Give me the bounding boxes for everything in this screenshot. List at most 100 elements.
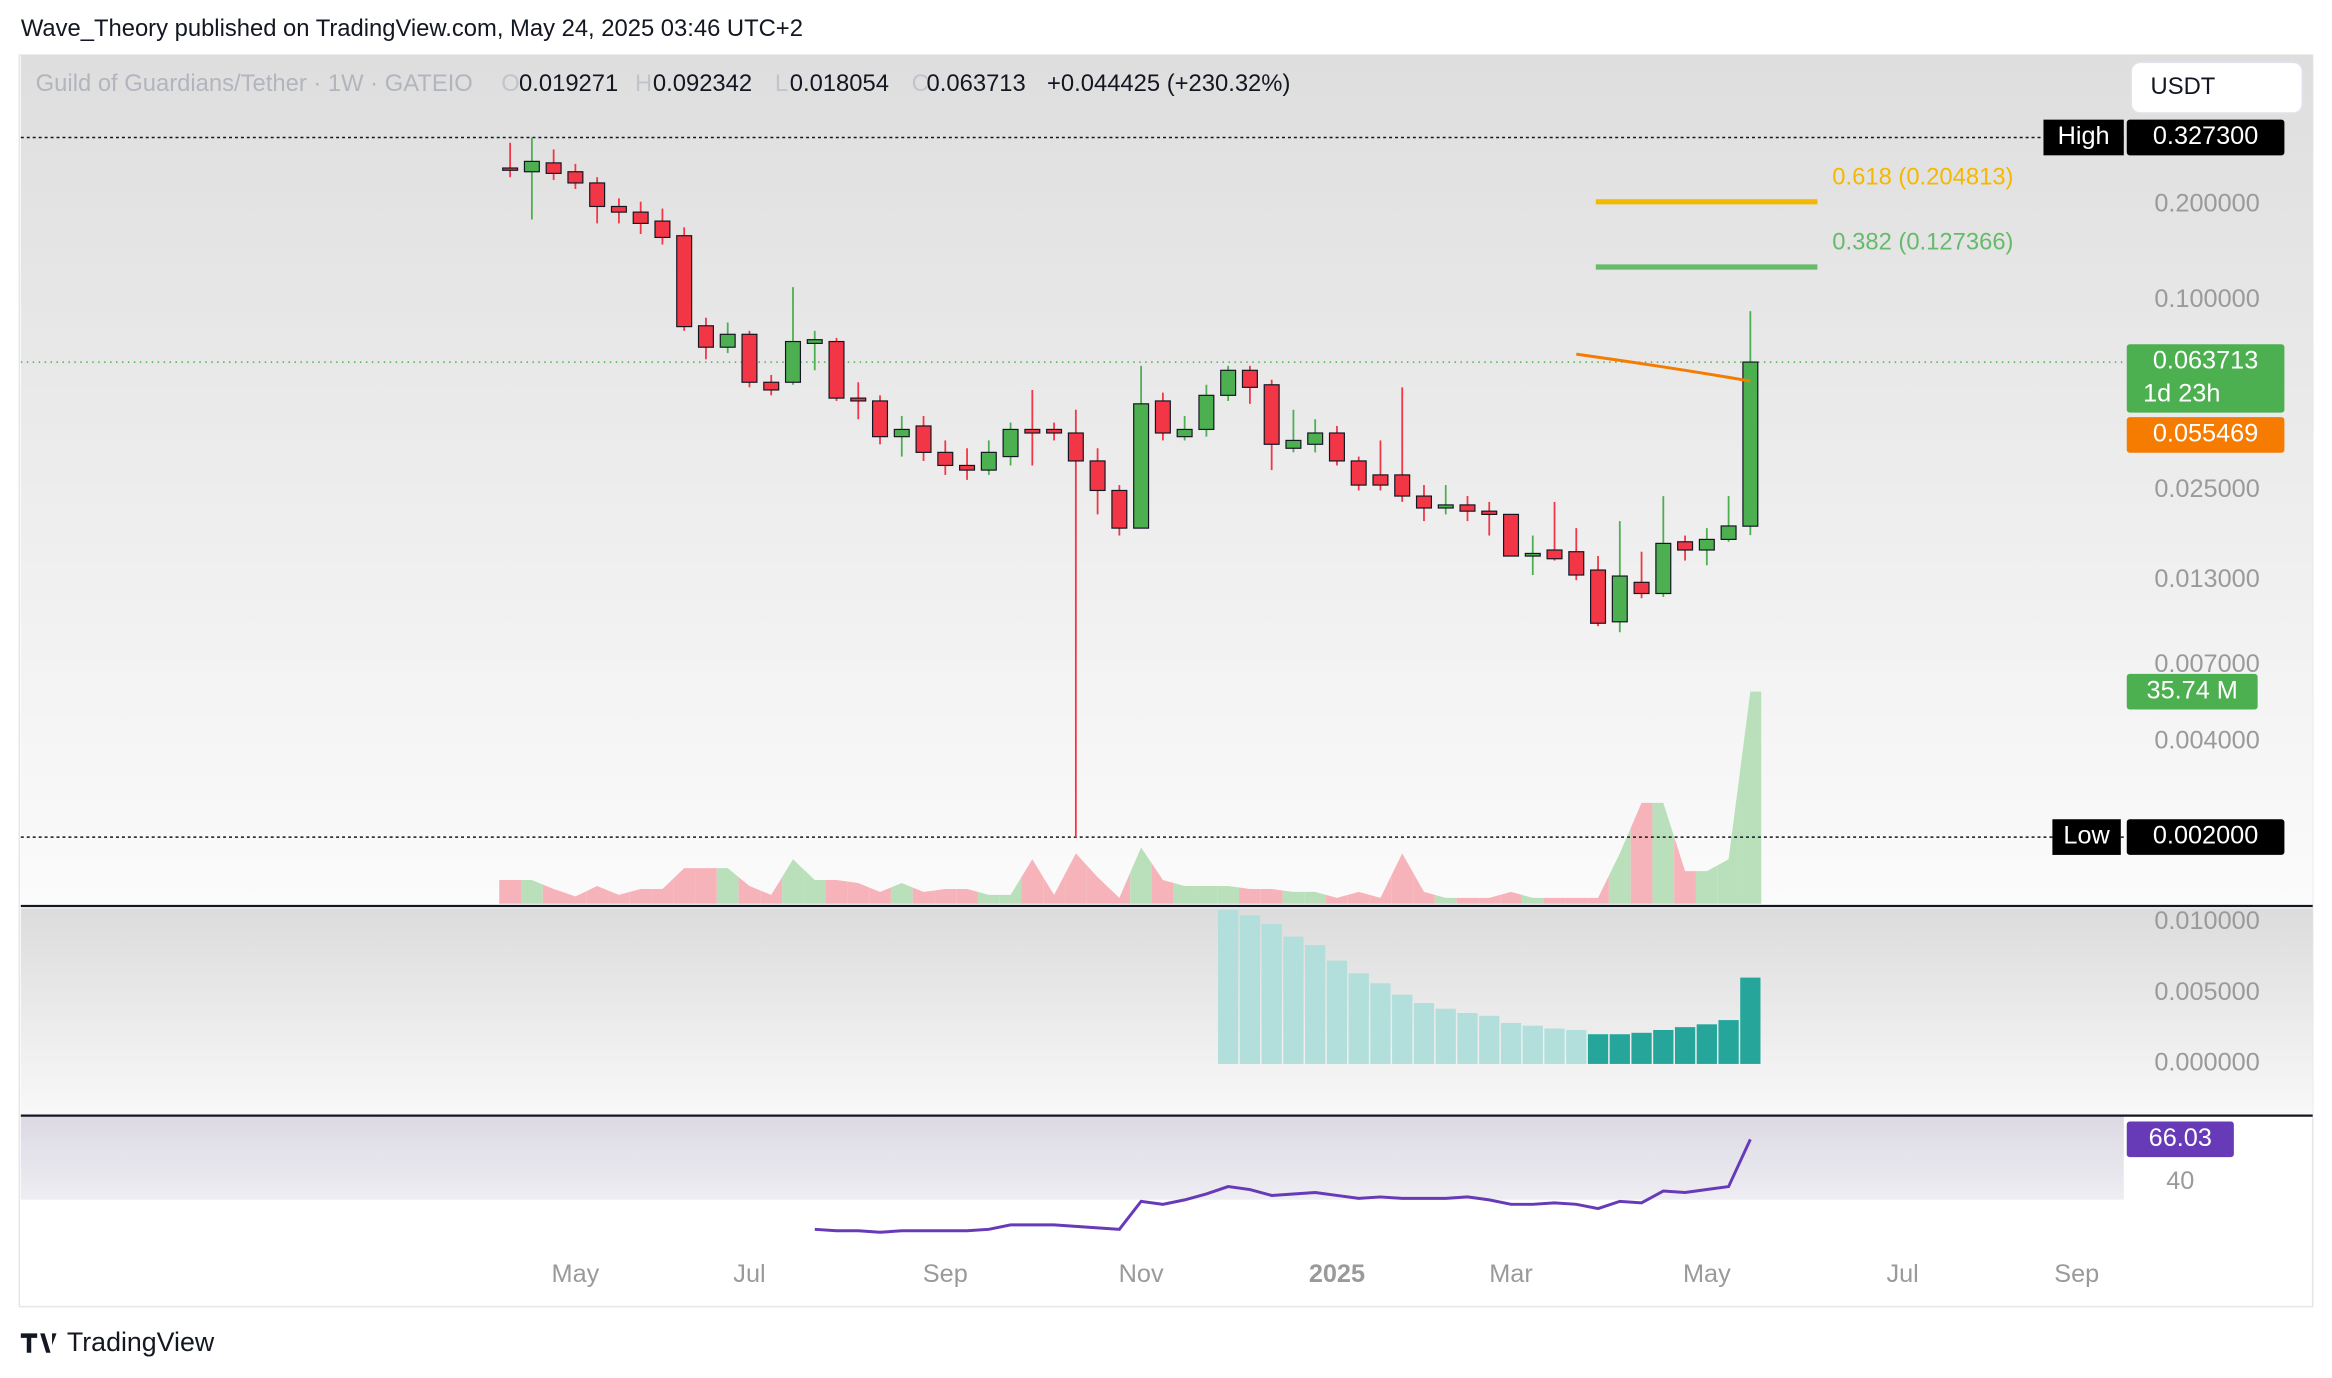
candle-body	[850, 397, 867, 402]
ma-line	[1576, 352, 1751, 383]
candle-body	[1154, 400, 1171, 434]
candle-body	[654, 220, 671, 239]
volume-badge-bg	[2126, 673, 2258, 710]
candle-body	[937, 451, 954, 467]
histogram-bar	[1413, 1003, 1435, 1064]
ohlc-letter: H	[635, 70, 652, 97]
y-tick-label: 0.200000	[2154, 190, 2259, 218]
histogram-bar	[1740, 977, 1761, 1064]
candle-body	[1655, 542, 1672, 595]
volume-area	[1130, 847, 1152, 904]
x-tick-label: Jul	[733, 1260, 765, 1288]
volume-area	[1652, 802, 1675, 904]
histogram-bar	[1305, 945, 1326, 1064]
ma-value-bg	[2126, 417, 2285, 453]
rsi-band	[20, 1116, 2124, 1200]
candle-body	[1176, 428, 1193, 438]
rsi-line	[814, 1138, 1752, 1234]
y-tick-label: 0.100000	[2154, 285, 2259, 313]
volume-area	[1565, 897, 1588, 904]
y-tick-label: 0.005000	[2154, 978, 2259, 1006]
volume-area	[608, 890, 630, 904]
volume-area	[1260, 888, 1283, 904]
volume-area	[586, 885, 609, 904]
candle-body	[1111, 489, 1128, 529]
volume-area	[825, 880, 848, 904]
indicator-pane	[20, 908, 2313, 1115]
candle-body	[1198, 394, 1215, 431]
volume-area	[738, 877, 761, 904]
y-tick-label: 0.010000	[2154, 907, 2259, 935]
change-text: +0.044425 (+230.32%)	[1047, 70, 1290, 97]
y-tick-label: 0.013000	[2154, 565, 2259, 593]
candle-body	[1220, 369, 1237, 396]
candle-body	[806, 339, 823, 344]
fib-label: 0.618 (0.204813)	[1832, 163, 2013, 190]
volume-area	[542, 884, 565, 904]
high-value: 0.327300	[2153, 122, 2258, 150]
y-tick-label: 0.025000	[2154, 475, 2259, 503]
candle-body	[697, 325, 714, 348]
volume-area	[1064, 853, 1087, 904]
fib-label: 0.382 (0.127366)	[1832, 229, 2013, 256]
histogram-bar	[1653, 1029, 1674, 1064]
volume-area	[869, 887, 891, 904]
volume-area	[521, 880, 543, 904]
candle-body	[610, 205, 627, 213]
histogram-bar	[1522, 1025, 1543, 1064]
candle-body	[1133, 403, 1150, 529]
x-tick-label: Mar	[1489, 1260, 1533, 1288]
volume-area	[1695, 865, 1718, 904]
volume-area	[1456, 897, 1479, 904]
candle-body	[1742, 361, 1759, 527]
histogram-bar	[1392, 994, 1413, 1064]
candle-body	[1241, 369, 1258, 388]
candle-body	[1024, 428, 1041, 434]
histogram-bar	[1370, 983, 1391, 1064]
x-tick-label: 2025	[1309, 1260, 1365, 1288]
volume-area	[1304, 891, 1327, 904]
volume-area	[1717, 775, 1740, 904]
ohlc-value: 0.018054	[790, 70, 889, 97]
currency-button[interactable]	[2130, 61, 2303, 114]
candle-body	[1677, 541, 1694, 551]
volume-area	[629, 888, 652, 904]
candle-body	[1067, 432, 1084, 462]
low-tag-bg	[2052, 819, 2121, 855]
volume-area	[1587, 875, 1609, 904]
low-value-bg	[2126, 819, 2285, 855]
ohlc-letter: C	[912, 70, 929, 97]
y-tick-label: 0.000000	[2154, 1049, 2259, 1077]
volume-area	[782, 859, 804, 904]
volume-area	[1478, 894, 1501, 904]
candle-body	[1328, 432, 1345, 462]
histogram-bar	[1479, 1015, 1500, 1064]
volume-area	[1413, 872, 1435, 904]
candle-body	[1089, 460, 1106, 492]
histogram-bar	[1239, 915, 1261, 1064]
histogram-bar	[1696, 1024, 1717, 1064]
candle-body	[1372, 474, 1389, 486]
ohlc-letter: O	[501, 70, 520, 97]
volume-area	[499, 880, 522, 904]
x-tick-label: Sep	[923, 1260, 968, 1288]
candle-body	[828, 340, 845, 399]
candle-body	[1437, 504, 1454, 509]
histogram-bar	[1218, 909, 1239, 1064]
candle-body	[632, 211, 649, 225]
volume-area	[1086, 865, 1109, 904]
histogram-bar	[1631, 1032, 1652, 1064]
countdown: 1d 23h	[2143, 379, 2220, 407]
volume-area	[1608, 828, 1631, 904]
volume-area	[1500, 891, 1522, 904]
candle-body	[1698, 538, 1715, 551]
volume-area	[1739, 691, 1762, 904]
high-value-bg	[2126, 119, 2285, 156]
candle-body	[1263, 384, 1280, 445]
x-tick-label: May	[1683, 1260, 1731, 1288]
low-tag: Low	[2063, 822, 2110, 850]
candle-body	[567, 171, 584, 184]
x-tick-label: May	[552, 1260, 600, 1288]
candle-body	[589, 182, 606, 208]
currency-label[interactable]: USDT	[2151, 73, 2216, 100]
